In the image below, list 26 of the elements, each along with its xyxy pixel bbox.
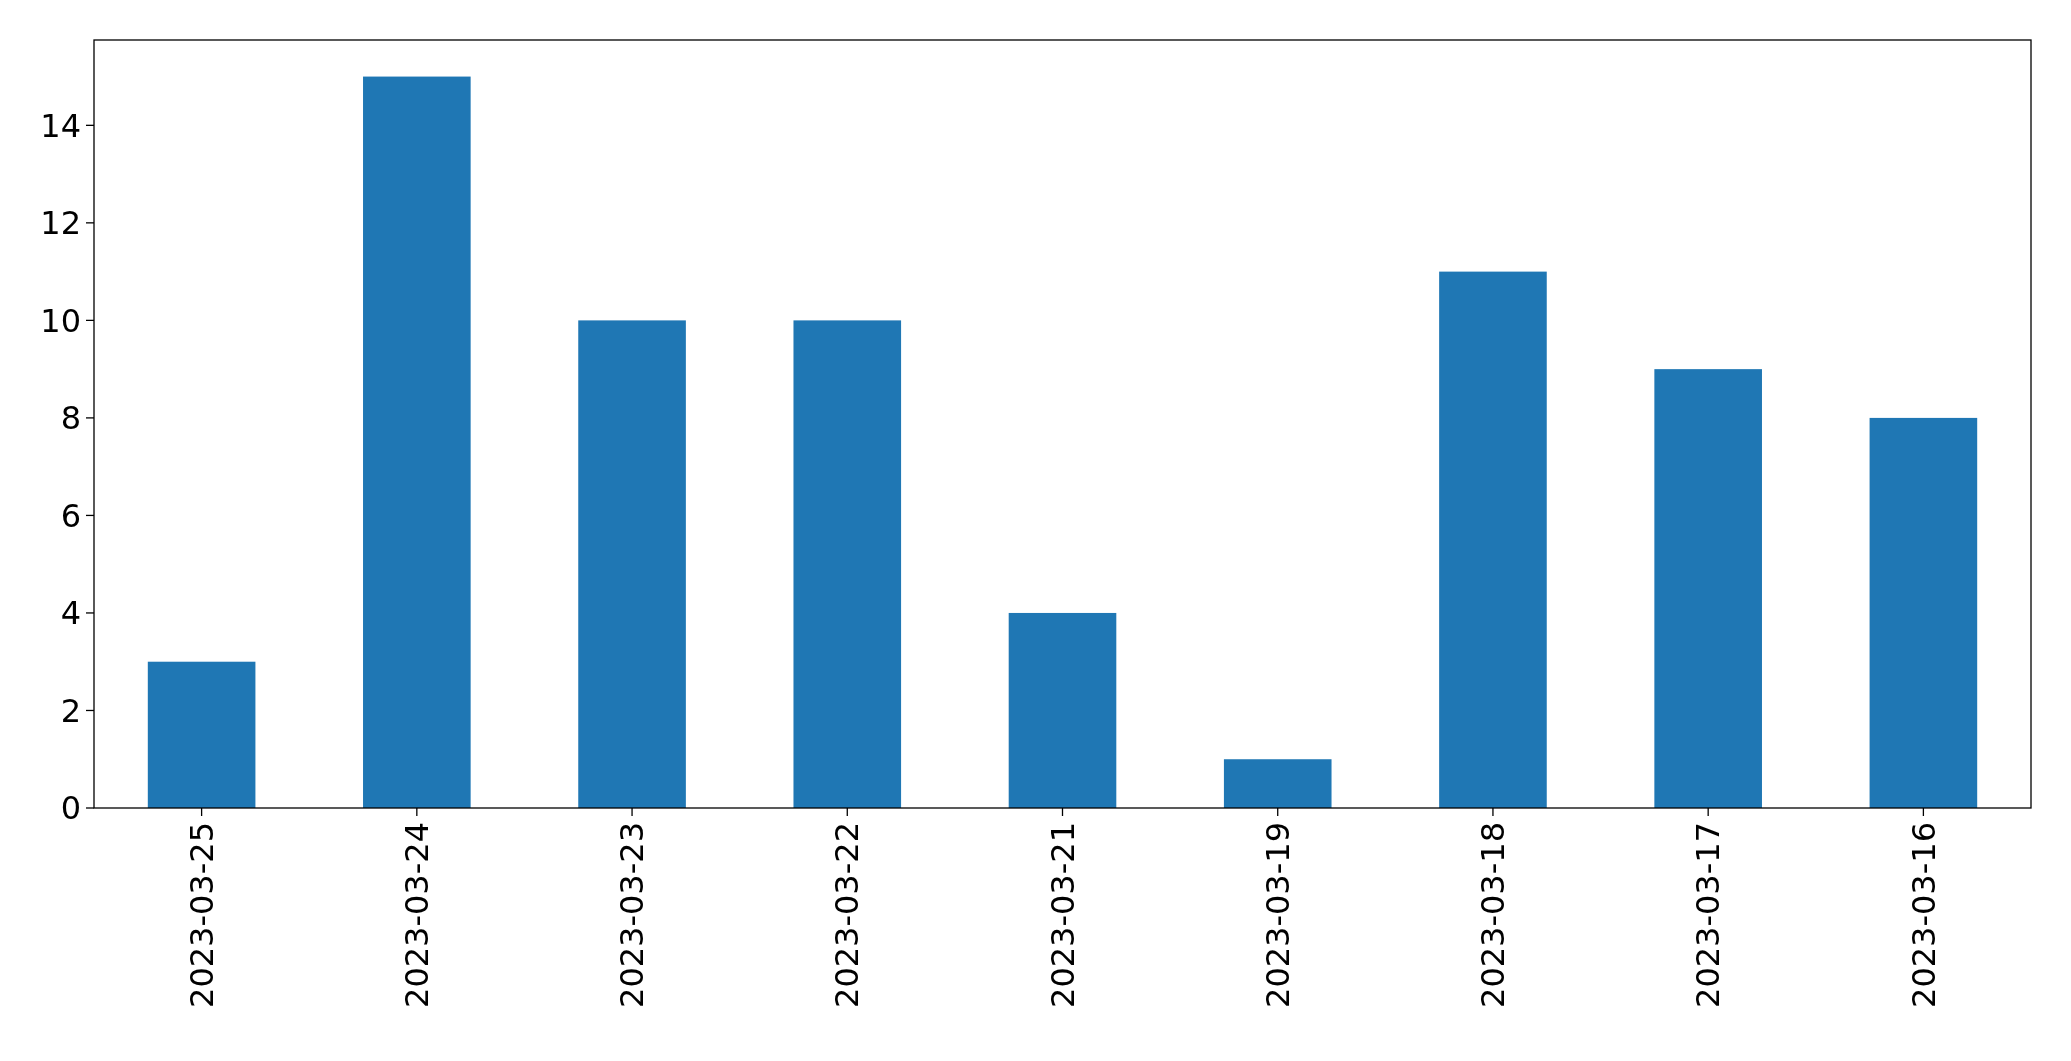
bar — [1223, 759, 1332, 808]
x-tick-label: 2023-03-16 — [1904, 822, 1943, 1008]
bar — [1439, 271, 1547, 808]
x-tick-label: 2023-03-23 — [613, 822, 652, 1008]
x-tick-label: 2023-03-17 — [1689, 822, 1728, 1008]
y-tick-label: 8 — [60, 399, 81, 438]
bar — [1008, 612, 1117, 808]
bar — [578, 320, 686, 808]
bar — [147, 661, 256, 808]
y-tick-label: 12 — [40, 204, 81, 243]
x-tick-label: 2023-03-22 — [828, 822, 867, 1008]
x-tick-label: 2023-03-25 — [182, 822, 221, 1008]
x-tick-label: 2023-03-21 — [1043, 822, 1082, 1008]
y-tick-label: 4 — [60, 594, 81, 633]
bar — [793, 320, 902, 808]
y-tick-label: 6 — [60, 496, 81, 535]
x-tick-label: 2023-03-18 — [1474, 822, 1513, 1008]
bar — [1654, 369, 1762, 808]
x-tick-label: 2023-03-19 — [1258, 822, 1297, 1008]
y-tick-label: 14 — [40, 106, 81, 145]
y-tick-label: 2 — [60, 691, 81, 730]
bar — [363, 76, 471, 808]
x-tick-label: 2023-03-24 — [398, 822, 437, 1008]
y-tick-label: 0 — [60, 789, 81, 828]
y-tick-label: 10 — [40, 301, 81, 340]
bar — [1869, 417, 1978, 808]
